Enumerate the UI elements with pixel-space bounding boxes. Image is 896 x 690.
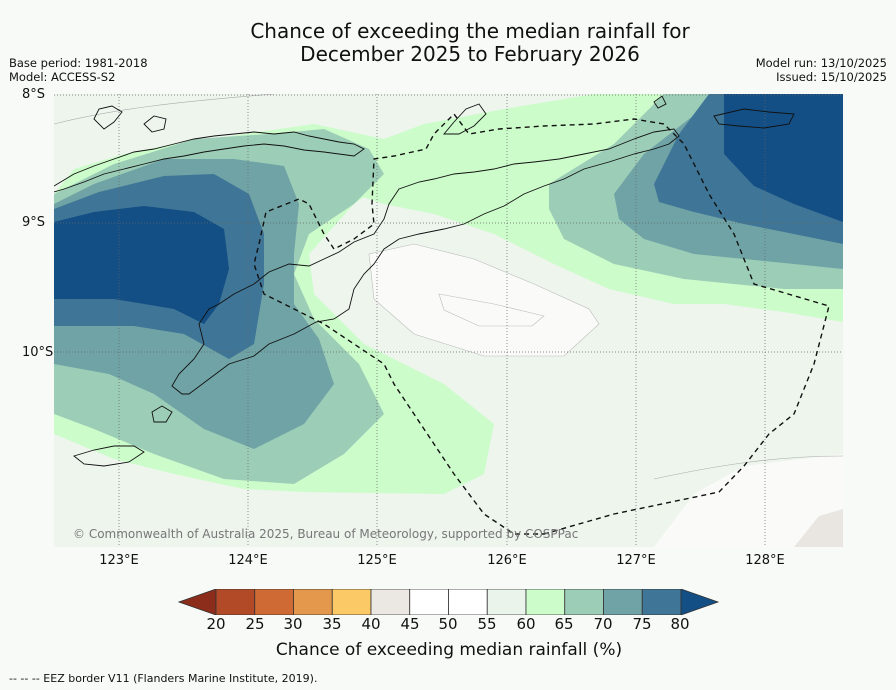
model-name: Model: ACCESS-S2 [9,70,116,84]
meta-left: Base period: 1981-2018 Model: ACCESS-S2 [9,56,148,84]
coastline-flores-north [54,131,365,193]
colorbar-segment-20 [215,589,256,615]
eez-border [253,112,830,535]
contour-line-north [54,94,275,125]
colorbar-tick-60: 60 [516,615,536,633]
title-line-2: December 2025 to February 2026 [300,42,640,66]
lon-label-123e: 123°E [99,553,139,568]
zone-inner-contour [438,293,545,327]
coastline-pantar [143,115,167,133]
colorbar [178,589,720,615]
colorbar-segment-65 [564,589,604,615]
colorbar-segment-30 [293,589,333,615]
coastline-timor [171,128,680,395]
colorbar-tick-55: 55 [477,615,497,633]
colorbar-tick-35: 35 [322,615,342,633]
colorbar-tick-75: 75 [632,615,652,633]
rainfall-map [54,94,843,547]
base-period: Base period: 1981-2018 [9,56,148,70]
zone-50-55-central [368,243,600,357]
colorbar-segment-55 [486,589,527,615]
colorbar-extend-low [178,589,217,615]
colorbar-segment-25 [254,589,294,615]
zone-40-45-corner [794,509,843,547]
meta-right: Model run: 13/10/2025 Issued: 15/10/2025 [756,56,887,84]
lon-label-128e: 128°E [745,553,785,568]
zone-50-55-east [654,454,843,547]
lon-label-124e: 124°E [228,553,268,568]
coastline-semau [151,405,173,423]
lon-label-127e: 127°E [616,553,656,568]
lat-label-9s: 9°S [22,215,46,230]
colorbar-segment-70 [603,589,643,615]
colorbar-segment-35 [331,589,372,615]
coastline-alor [93,105,123,130]
copyright-notice: © Commonwealth of Australia 2025, Bureau… [73,527,579,541]
colorbar-tick-70: 70 [593,615,613,633]
coastline-east-islands [713,108,795,129]
coastline-rote [73,445,145,467]
colorbar-tick-30: 30 [283,615,303,633]
zone-80-east [724,94,843,222]
coastline-wetar [443,103,487,135]
colorbar-tick-45: 45 [400,615,420,633]
contour-line-south-east [653,455,843,480]
coastline-north-islet [653,95,667,109]
colorbar-tick-65: 65 [554,615,574,633]
title-line-1: Chance of exceeding the median rainfall … [250,19,690,43]
graticule [54,94,843,547]
lat-label-8s: 8°S [22,87,46,102]
colorbar-segments [178,589,720,615]
lon-label-125e: 125°E [357,553,397,568]
coastlines [54,95,795,467]
colorbar-tick-80: 80 [670,615,690,633]
colorbar-segment-60 [525,589,566,615]
colorbar-tick-40: 40 [361,615,381,633]
issued-date: Issued: 15/10/2025 [776,70,887,84]
chart-title: Chance of exceeding the median rainfall … [170,20,770,66]
lon-label-126e: 126°E [487,553,527,568]
colorbar-extend-high [680,589,720,615]
eez-legend-note: -- -- -- EEZ border V11 (Flanders Marine… [9,672,318,685]
colorbar-label: Chance of exceeding median rainfall (%) [275,640,623,660]
colorbar-segment-75 [641,589,682,615]
colorbar-tick-50: 50 [438,615,458,633]
lat-label-10s: 10°S [22,345,54,360]
model-run: Model run: 13/10/2025 [755,56,887,70]
colorbar-segment-45 [409,589,449,615]
colorbar-segment-40 [370,589,411,615]
colorbar-tick-20: 20 [206,615,226,633]
colorbar-tick-25: 25 [245,615,265,633]
zone-80-west [54,206,229,324]
colorbar-segment-50 [448,589,488,615]
